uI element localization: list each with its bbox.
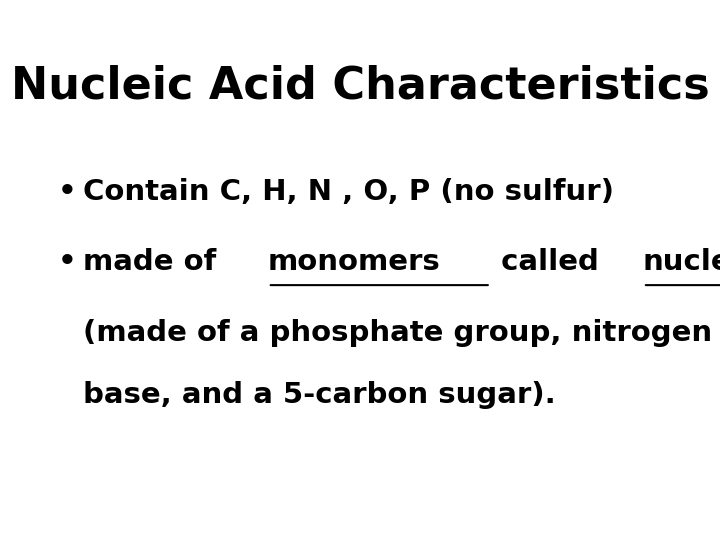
Text: called: called [491,248,608,276]
Text: Nucleic Acid Characteristics: Nucleic Acid Characteristics [11,65,709,108]
Text: made of: made of [83,248,226,276]
Text: base, and a 5-carbon sugar).: base, and a 5-carbon sugar). [83,381,556,409]
Text: (made of a phosphate group, nitrogen: (made of a phosphate group, nitrogen [83,319,712,347]
Text: nucleotides: nucleotides [643,248,720,276]
Text: monomers: monomers [268,248,441,276]
Text: Contain C, H, N , O, P (no sulfur): Contain C, H, N , O, P (no sulfur) [83,178,613,206]
Text: •: • [58,248,76,276]
Text: •: • [58,178,76,206]
